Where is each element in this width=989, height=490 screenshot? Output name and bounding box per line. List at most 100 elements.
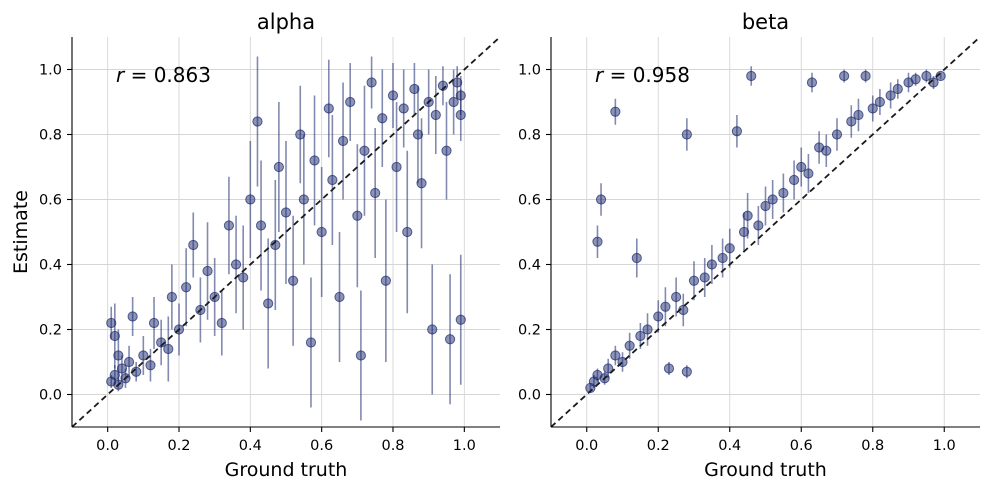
data-point <box>717 252 728 264</box>
data-point <box>377 113 388 124</box>
data-point <box>391 161 402 173</box>
data-point <box>238 272 249 283</box>
data-point <box>409 83 420 95</box>
data-points <box>585 66 946 394</box>
y-tick-label: 0.4 <box>518 258 541 274</box>
y-tick-label: 0.8 <box>39 128 62 144</box>
data-point <box>846 116 857 127</box>
data-point <box>760 200 771 212</box>
data-point <box>867 103 878 114</box>
data-point <box>305 337 317 348</box>
data-point <box>660 301 671 312</box>
x-tick-label: 1.0 <box>453 438 476 454</box>
x-axis-label: Ground truth <box>704 459 827 481</box>
data-point <box>166 291 177 303</box>
x-tick-label: 1.0 <box>933 438 956 454</box>
x-tick-label: 0.2 <box>167 438 190 454</box>
y-tick-label: 0.8 <box>518 128 541 144</box>
data-points <box>106 56 466 421</box>
data-point <box>309 155 320 166</box>
data-point <box>681 129 692 140</box>
data-point <box>245 194 256 205</box>
y-tick-label: 0.6 <box>39 193 62 209</box>
data-point <box>803 168 814 179</box>
data-point <box>288 275 299 286</box>
data-point <box>910 74 921 85</box>
data-point <box>181 282 192 293</box>
data-point <box>427 324 438 335</box>
data-point <box>874 96 886 108</box>
data-point <box>455 314 466 325</box>
grid-lines <box>551 37 980 427</box>
x-tick-label: 0.6 <box>310 438 333 454</box>
data-point <box>202 265 213 277</box>
data-point <box>380 275 391 286</box>
axes-spines <box>550 37 980 428</box>
data-point <box>688 275 700 286</box>
data-point <box>724 243 735 254</box>
y-tick-label: 0.4 <box>39 258 62 274</box>
correlation-variable: r <box>116 63 126 87</box>
data-point <box>821 145 832 156</box>
panel-alpha: 0.0 0.2 0.4 0.6 0.8 1.0 0.0 0.2 0.4 0.6 0.8 1.0 alp… <box>10 10 501 481</box>
data-point <box>653 311 664 322</box>
data-point <box>366 77 377 88</box>
data-point <box>778 187 789 199</box>
data-point <box>316 226 327 238</box>
data-point <box>796 161 807 173</box>
data-point <box>252 116 263 127</box>
data-point <box>839 70 850 82</box>
data-point <box>109 330 120 342</box>
data-point <box>603 363 614 374</box>
data-point <box>448 96 459 108</box>
y-axis-label: Estimate <box>10 190 32 274</box>
x-tick-label: 0.4 <box>718 438 741 454</box>
data-point <box>337 135 349 147</box>
y-tick-label: 0.6 <box>518 193 541 209</box>
data-point <box>699 272 710 283</box>
data-point <box>592 236 603 247</box>
data-point <box>738 226 750 238</box>
data-point <box>624 340 635 351</box>
correlation-annotation: r = 0.863 <box>116 63 211 87</box>
y-tick-label: 1.0 <box>518 63 541 79</box>
x-tick-label: 0.6 <box>790 438 813 454</box>
data-point <box>635 330 646 342</box>
data-point <box>216 317 227 329</box>
data-point <box>789 174 800 186</box>
data-point <box>106 317 117 329</box>
chart-title: alpha <box>257 10 315 34</box>
correlation-variable: r <box>595 63 605 87</box>
data-point <box>298 194 309 205</box>
data-point <box>892 83 903 95</box>
y-tick-label: 0.0 <box>39 388 62 404</box>
data-point <box>355 350 366 361</box>
data-point <box>334 291 345 303</box>
data-point <box>188 239 199 251</box>
data-point <box>671 291 682 303</box>
data-point <box>327 174 338 186</box>
data-point <box>452 77 463 88</box>
x-tick-label: 0.4 <box>239 438 262 454</box>
data-point <box>113 350 124 361</box>
data-point <box>109 369 120 381</box>
x-axis-label: Ground truth <box>225 459 348 481</box>
chart-title: beta <box>742 10 789 34</box>
panel-beta: 0.0 0.2 0.4 0.6 0.8 1.0 0.0 0.2 0.4 0.6 0.8 1.0 bet… <box>518 10 981 481</box>
data-point <box>416 178 427 189</box>
data-point <box>145 360 156 371</box>
x-tick-label: 0.0 <box>96 438 119 454</box>
correlation-value: = 0.863 <box>124 63 211 87</box>
data-point <box>921 70 932 82</box>
data-point <box>223 220 235 231</box>
identity-line <box>71 36 501 428</box>
data-point <box>610 350 621 361</box>
x-tick-label: 0.2 <box>647 438 670 454</box>
data-point <box>402 226 413 238</box>
y-tick-label: 0.2 <box>39 323 62 339</box>
x-tick-label: 0.0 <box>575 438 598 454</box>
data-point <box>230 259 242 270</box>
y-tick-label: 0.0 <box>518 388 541 404</box>
data-point <box>853 109 864 121</box>
